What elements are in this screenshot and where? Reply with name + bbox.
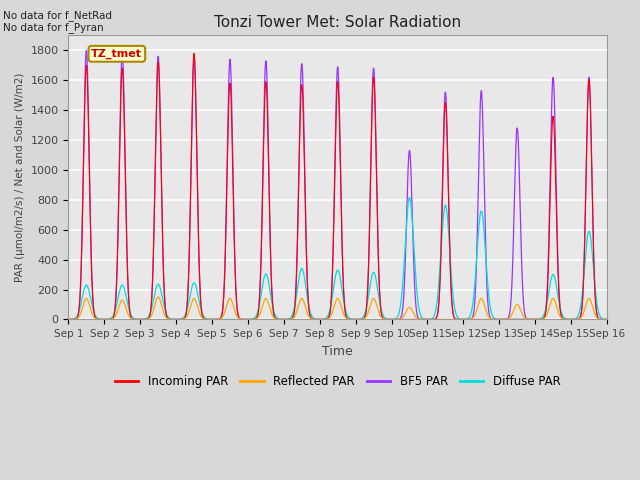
Y-axis label: PAR (μmol/m2/s) / Net and Solar (W/m2): PAR (μmol/m2/s) / Net and Solar (W/m2) xyxy=(15,72,25,282)
X-axis label: Time: Time xyxy=(323,345,353,358)
Text: TZ_tmet: TZ_tmet xyxy=(92,48,142,59)
Text: No data for f_NetRad
No data for f_Pyran: No data for f_NetRad No data for f_Pyran xyxy=(3,10,112,33)
Legend: Incoming PAR, Reflected PAR, BF5 PAR, Diffuse PAR: Incoming PAR, Reflected PAR, BF5 PAR, Di… xyxy=(110,371,565,393)
Title: Tonzi Tower Met: Solar Radiation: Tonzi Tower Met: Solar Radiation xyxy=(214,15,461,30)
